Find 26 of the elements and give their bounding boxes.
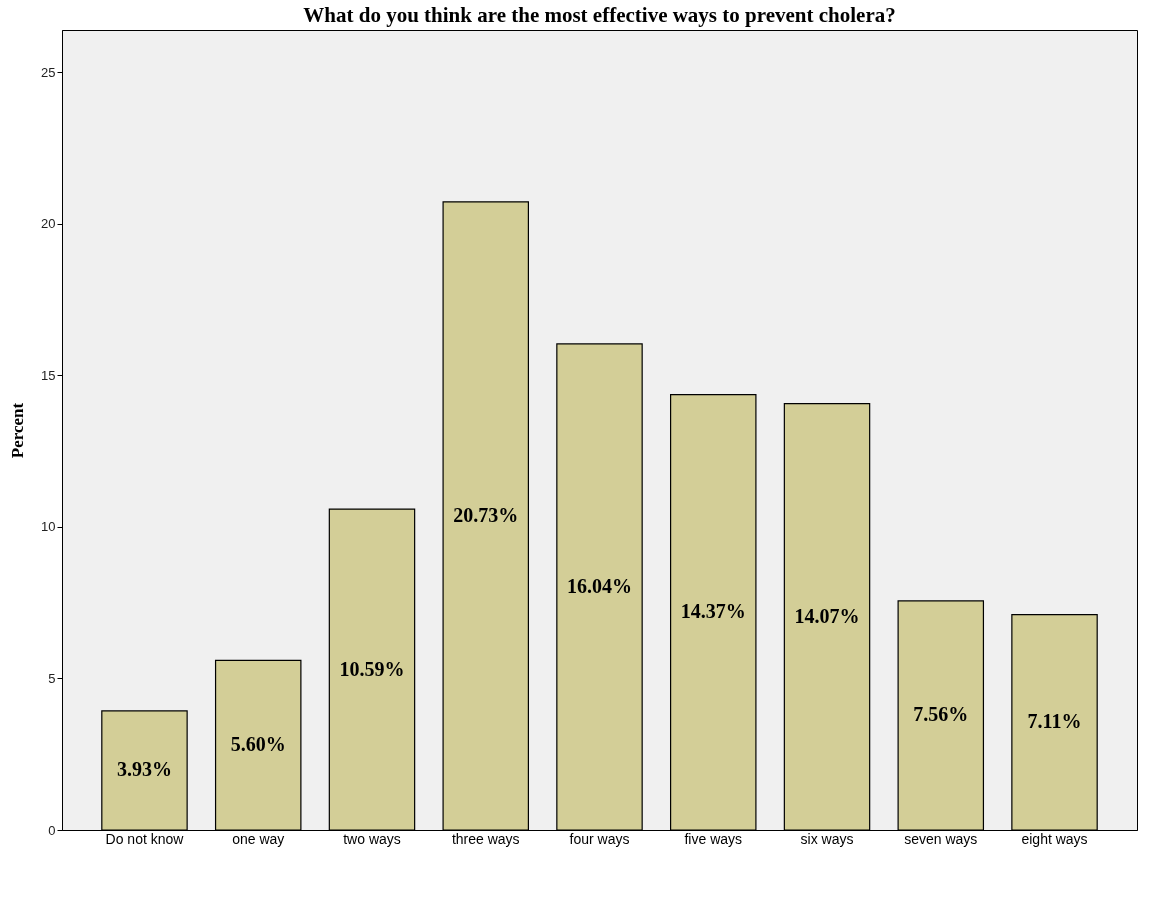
data-label: 10.59% [339, 657, 405, 680]
x-tick-label: two ways [343, 830, 401, 847]
y-tick-label: 20 [41, 216, 56, 232]
data-label: 7.56% [913, 703, 969, 726]
data-label: 20.73% [453, 503, 519, 526]
data-label: 7.11% [1027, 710, 1082, 733]
x-tick-label: four ways [569, 830, 630, 847]
y-tick-label: 5 [48, 670, 56, 686]
y-tick-label: 0 [48, 822, 56, 838]
data-label: 16.04% [567, 574, 632, 597]
y-tick-label: 10 [41, 519, 56, 535]
data-label: 3.93% [116, 758, 172, 781]
chart-title: What do you think are the most effective ways to prevent cholera? [303, 3, 896, 27]
x-tick-label: Do not know [105, 830, 185, 847]
x-tick-label: three ways [451, 830, 520, 847]
x-tick-label: one way [232, 830, 285, 847]
y-axis-title: Percent [8, 402, 28, 459]
y-tick-label: 15 [41, 367, 56, 383]
x-tick-label: seven ways [904, 830, 978, 847]
x-tick-label: eight ways [1021, 830, 1088, 847]
data-label: 5.60% [230, 733, 286, 756]
x-tick-label: six ways [800, 830, 854, 847]
y-tick-label: 25 [41, 64, 56, 80]
data-label: 14.37% [680, 600, 746, 623]
data-label: 14.07% [794, 604, 860, 627]
x-tick-label: five ways [684, 830, 743, 847]
